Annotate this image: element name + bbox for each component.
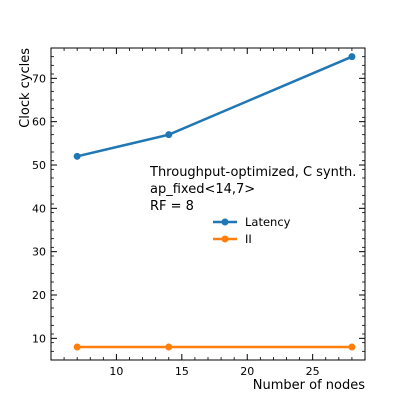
x-axis-label: Number of nodes xyxy=(253,378,365,393)
legend-label-ii: II xyxy=(245,232,252,246)
x-tick-label: 10 xyxy=(109,365,123,378)
data-point-latency xyxy=(73,152,81,160)
series-layer xyxy=(73,53,356,351)
annotation-line-2: ap_fixed<14,7> xyxy=(150,182,255,197)
data-point-ii xyxy=(73,343,81,351)
data-point-latency xyxy=(165,131,173,139)
legend-marker-latency xyxy=(221,218,229,226)
legend: Latency II xyxy=(213,215,291,246)
data-point-latency xyxy=(348,53,356,61)
y-tick-label: 60 xyxy=(32,116,46,129)
legend-label-latency: Latency xyxy=(245,215,291,229)
data-point-ii xyxy=(348,343,356,351)
x-tick-label: 15 xyxy=(175,365,189,378)
x-ticks: 10 15 20 25 xyxy=(63,48,366,378)
plot-area xyxy=(50,47,366,361)
y-tick-label: 20 xyxy=(32,289,46,302)
x-tick-label: 20 xyxy=(240,365,254,378)
y-tick-label: 10 xyxy=(32,332,46,345)
y-tick-label: 40 xyxy=(32,202,46,215)
annotation-line-3: RF = 8 xyxy=(150,199,194,214)
legend-marker-ii xyxy=(221,235,229,243)
annotation-line-1: Throughput-optimized, C synth. xyxy=(149,165,356,180)
y-tick-label: 30 xyxy=(32,246,46,259)
x-tick-label: 25 xyxy=(306,365,320,378)
y-ticks: 10 20 30 40 50 60 70 xyxy=(32,47,365,361)
y-axis-label: Clock cycles xyxy=(18,48,33,128)
series-line-latency xyxy=(76,55,353,158)
y-tick-label: 50 xyxy=(32,159,46,172)
data-point-ii xyxy=(165,343,173,351)
y-tick-label: 70 xyxy=(32,72,46,85)
